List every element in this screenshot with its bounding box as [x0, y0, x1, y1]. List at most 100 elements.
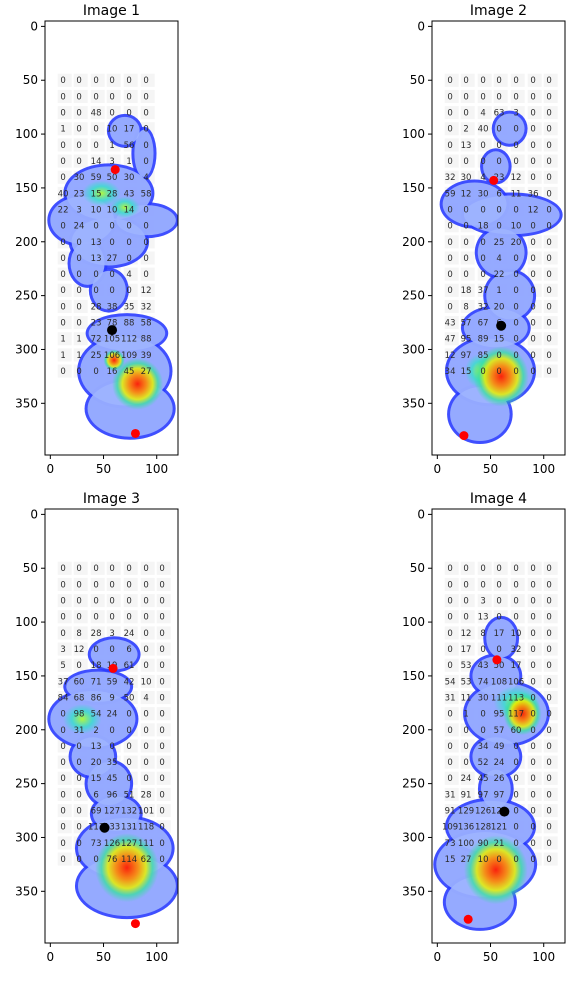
grid-cell [527, 235, 542, 249]
pressure-region [494, 113, 525, 144]
grid-cell [444, 106, 459, 120]
grid-cell [140, 299, 155, 313]
cell-value: 0 [447, 742, 452, 752]
cell-value: 85 [478, 351, 489, 361]
cell-value: 0 [143, 758, 148, 768]
grid-cell [73, 787, 88, 801]
cell-value: 0 [530, 319, 535, 329]
grid-cell [543, 787, 558, 801]
cell-value: 0 [60, 710, 65, 720]
cell-value: 118 [138, 823, 154, 833]
cell-value: 0 [447, 629, 452, 639]
grid-cell [543, 691, 558, 705]
grid-cell [493, 594, 508, 608]
cell-value: 89 [478, 335, 489, 345]
grid-cell [543, 332, 558, 346]
cell-value: 0 [60, 157, 65, 167]
cell-value: 0 [546, 645, 551, 655]
cell-value: 0 [513, 823, 518, 833]
cell-value: 0 [480, 254, 485, 264]
y-tick-label: 0 [417, 19, 425, 33]
y-tick-label: 350 [402, 396, 425, 410]
cell-value: 0 [143, 742, 148, 752]
cell-value: 0 [60, 629, 65, 639]
panel-title: Image 3 [83, 491, 140, 507]
grid-cell [444, 332, 459, 346]
grid-cell [493, 73, 508, 87]
red-marker [463, 914, 473, 924]
cell-value: 0 [143, 141, 148, 151]
cell-value: 0 [463, 205, 468, 215]
grid-cell [477, 610, 492, 624]
grid-cell [57, 642, 72, 656]
grid-cell [73, 154, 88, 168]
cell-value: 0 [143, 109, 148, 119]
cell-value: 0 [546, 693, 551, 703]
cell-value: 0 [447, 222, 452, 232]
cell-value: 11 [511, 189, 522, 199]
cell-value: 12 [461, 629, 472, 639]
cell-value: 0 [447, 661, 452, 671]
cell-value: 4 [480, 109, 485, 119]
cell-value: 9 [109, 693, 114, 703]
grid-cell [140, 674, 155, 688]
grid-cell [90, 89, 105, 103]
cell-value: 0 [159, 597, 164, 607]
cell-value: 0 [109, 222, 114, 232]
pressure-region [472, 737, 520, 777]
cell-value: 0 [480, 710, 485, 720]
cell-value: 3 [60, 645, 65, 655]
cell-value: 8 [463, 302, 468, 312]
cell-value: 0 [76, 661, 81, 671]
grid-cell [543, 755, 558, 769]
cell-value: 0 [513, 92, 518, 102]
grid-cell [444, 739, 459, 753]
grid-cell [527, 594, 542, 608]
grid-cell [106, 561, 121, 575]
cell-value: 39 [141, 351, 152, 361]
cell-value: 0 [546, 125, 551, 135]
grid-cell [543, 73, 558, 87]
cell-value: 0 [159, 758, 164, 768]
y-tick-label: 50 [23, 561, 38, 575]
cell-value: 0 [76, 807, 81, 817]
grid-cell [527, 787, 542, 801]
x-tick-label: 50 [96, 950, 111, 964]
grid-cell [527, 267, 542, 281]
grid-cell [57, 658, 72, 672]
cell-value: 0 [159, 693, 164, 703]
cell-value: 0 [463, 157, 468, 167]
cell-value: 24 [461, 774, 472, 784]
cell-value: 0 [496, 613, 501, 623]
grid-cell [57, 316, 72, 330]
cell-value: 30 [124, 173, 135, 183]
grid-cell [510, 594, 525, 608]
grid-cell [57, 771, 72, 785]
grid-cell [527, 674, 542, 688]
cell-value: 0 [496, 855, 501, 865]
grid-cell [543, 739, 558, 753]
panel-title: Image 2 [470, 3, 527, 19]
grid-cell [510, 89, 525, 103]
cell-value: 49 [494, 742, 505, 752]
cell-value: 0 [447, 254, 452, 264]
grid-cell [444, 89, 459, 103]
cell-value: 0 [76, 580, 81, 590]
cell-value: 25 [494, 238, 505, 248]
cell-value: 0 [546, 839, 551, 849]
cell-value: 84 [58, 693, 69, 703]
cell-value: 35 [124, 302, 135, 312]
grid-cell [140, 755, 155, 769]
grid-cell [510, 561, 525, 575]
cell-value: 0 [530, 286, 535, 296]
cell-value: 25 [91, 351, 102, 361]
cell-value: 0 [513, 157, 518, 167]
cell-value: 0 [109, 597, 114, 607]
grid-cell [460, 235, 475, 249]
pressure-region [486, 618, 517, 658]
cell-value: 0 [530, 790, 535, 800]
cell-value: 48 [91, 109, 102, 119]
y-tick-label: 300 [15, 342, 38, 356]
grid-cell [156, 771, 171, 785]
grid-cell [460, 610, 475, 624]
